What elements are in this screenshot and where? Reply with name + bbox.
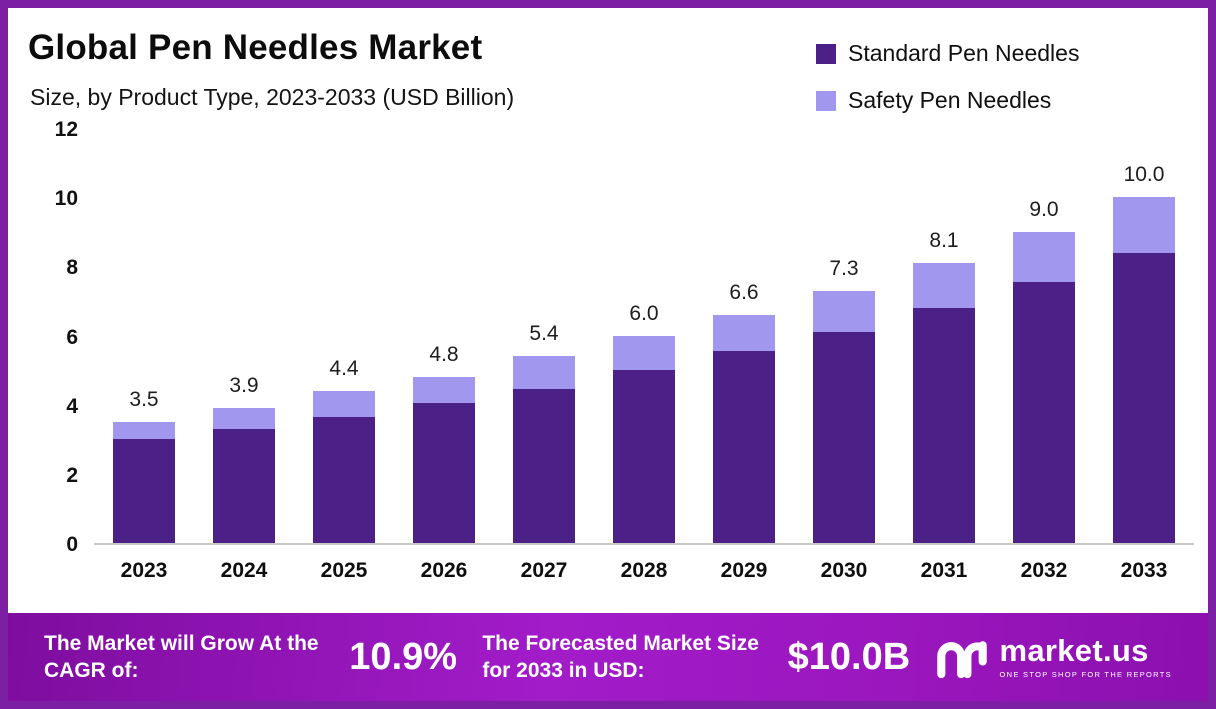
cagr-label: The Market will Grow At the CAGR of: [44,631,319,682]
bar-total-label-2031: 8.1 [929,228,959,252]
legend-item-safety: Safety Pen Needles [816,87,1079,114]
bar-group-2031: 8.1 [913,130,975,543]
bar-segment-safety-2027 [513,356,575,390]
bar-stack-2032 [1013,231,1075,543]
bar-segment-standard-2031 [913,307,975,543]
bar-total-label-2030: 7.3 [829,256,859,280]
bar-segment-standard-2025 [313,416,375,543]
legend-swatch-icon [816,90,836,111]
bar-group-2027: 5.4 [513,130,575,543]
bar-stack-2029 [713,314,775,543]
bar-stack-2030 [813,290,875,543]
y-axis-tick-8: 8 [66,256,78,280]
forecast-label: The Forecasted Market Size for 2033 in U… [482,631,759,682]
brand-name: market.us [999,633,1149,668]
y-axis-tick-4: 4 [66,394,78,418]
brand-logo: market.us One Stop Shop For The Reports [935,634,1171,680]
x-axis-label-2027: 2027 [520,559,568,582]
bar-segment-safety-2029 [713,314,775,352]
legend-swatch-icon [816,43,836,64]
bar-segment-standard-2030 [813,332,875,543]
bar-total-label-2026: 4.8 [429,343,459,366]
bar-stack-2027 [513,356,575,543]
bar-segment-standard-2024 [213,428,275,543]
bar-group-2023: 3.5 [113,130,175,543]
legend-label: Safety Pen Needles [848,87,1052,113]
bar-segment-safety-2033 [1113,197,1175,253]
bar-segment-standard-2032 [1013,281,1075,543]
legend-item-standard: Standard Pen Needles [816,40,1079,67]
bar-stack-2031 [913,262,975,543]
page-title: Global Pen Needles Market [28,28,483,67]
bar-segment-standard-2026 [413,402,475,543]
forecast-value: $10.0B [787,635,911,678]
x-axis-label-2025: 2025 [320,559,368,582]
legend-label: Standard Pen Needles [848,40,1080,66]
x-axis-label-2023: 2023 [120,559,168,582]
x-axis-label-2032: 2032 [1020,559,1068,582]
bar-segment-standard-2027 [513,389,575,543]
x-axis: 2023 2024 2025 2026 2027 2028 2029 2030 2031 2032… [94,559,1194,583]
bar-segment-safety-2025 [313,390,375,417]
bar-total-label-2024: 3.9 [229,374,259,398]
bar-total-label-2028: 6.0 [629,301,659,325]
bar-stack-2026 [413,377,475,543]
bar-segment-standard-2033 [1113,252,1175,543]
y-axis-tick-10: 10 [54,187,78,211]
brand-tagline: One Stop Shop For The Reports [999,670,1172,679]
x-axis-label-2033: 2033 [1120,559,1168,582]
bar-segment-safety-2031 [913,262,975,308]
y-axis: 12 10 8 6 4 2 0 [8,118,78,556]
bar-group-2029: 6.6 [713,130,775,543]
x-axis-label-2028: 2028 [620,559,668,582]
bar-segment-standard-2029 [713,351,775,543]
x-axis-label-2029: 2029 [720,559,768,582]
y-axis-tick-12: 12 [54,118,78,141]
bar-total-label-2027: 5.4 [529,322,559,346]
bar-total-label-2029: 6.6 [729,280,759,304]
legend: Standard Pen Needles Safety Pen Needles [816,40,1079,134]
bar-stack-2024 [213,408,275,543]
bar-segment-safety-2028 [613,335,675,371]
y-axis-tick-2: 2 [66,463,78,487]
bar-total-label-2032: 9.0 [1029,197,1059,221]
bar-segment-safety-2024 [213,408,275,429]
page-subtitle: Size, by Product Type, 2023-2033 (USD Bi… [30,84,515,110]
y-axis-tick-0: 0 [66,533,78,556]
bar-group-2024: 3.9 [213,130,275,543]
bar-segment-safety-2032 [1013,231,1075,282]
bar-total-label-2033: 10.0 [1123,163,1165,187]
bar-total-label-2025: 4.4 [329,356,359,380]
chart-plot-area: 3.5 3.9 4.4 4.8 5.4 6.0 6.6 7.3 8.1 9.0 10.0 [94,130,1194,545]
bar-segment-safety-2030 [813,290,875,333]
bar-total-label-2023: 3.5 [129,387,159,411]
x-axis-label-2031: 2031 [920,559,968,582]
bar-stack-2028 [613,335,675,543]
brand-text: market.us One Stop Shop For The Reports [999,635,1171,679]
cagr-value: 10.9% [349,635,458,678]
bottom-banner: The Market will Grow At the CAGR of: 10.… [8,613,1208,701]
bar-stack-2033 [1113,197,1175,543]
bar-stack-2023 [113,421,175,543]
bar-segment-standard-2023 [113,439,175,543]
x-axis-label-2026: 2026 [420,559,468,582]
x-axis-label-2024: 2024 [220,559,268,582]
bar-stack-2025 [313,390,375,543]
bar-segment-standard-2028 [613,370,675,543]
bar-group-2033: 10.0 [1113,130,1175,543]
bar-segment-safety-2023 [113,421,175,440]
bar-group-2026: 4.8 [413,130,475,543]
market-us-logo-icon [937,641,988,679]
bar-group-2028: 6.0 [613,130,675,543]
bar-group-2032: 9.0 [1013,130,1075,543]
y-axis-tick-6: 6 [66,325,78,349]
bar-group-2030: 7.3 [813,130,875,543]
x-axis-label-2030: 2030 [820,559,868,582]
bar-segment-safety-2026 [413,377,475,403]
bar-group-2025: 4.4 [313,130,375,543]
